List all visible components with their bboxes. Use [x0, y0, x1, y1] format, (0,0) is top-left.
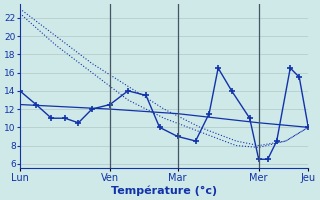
X-axis label: Température (°c): Température (°c): [111, 185, 217, 196]
